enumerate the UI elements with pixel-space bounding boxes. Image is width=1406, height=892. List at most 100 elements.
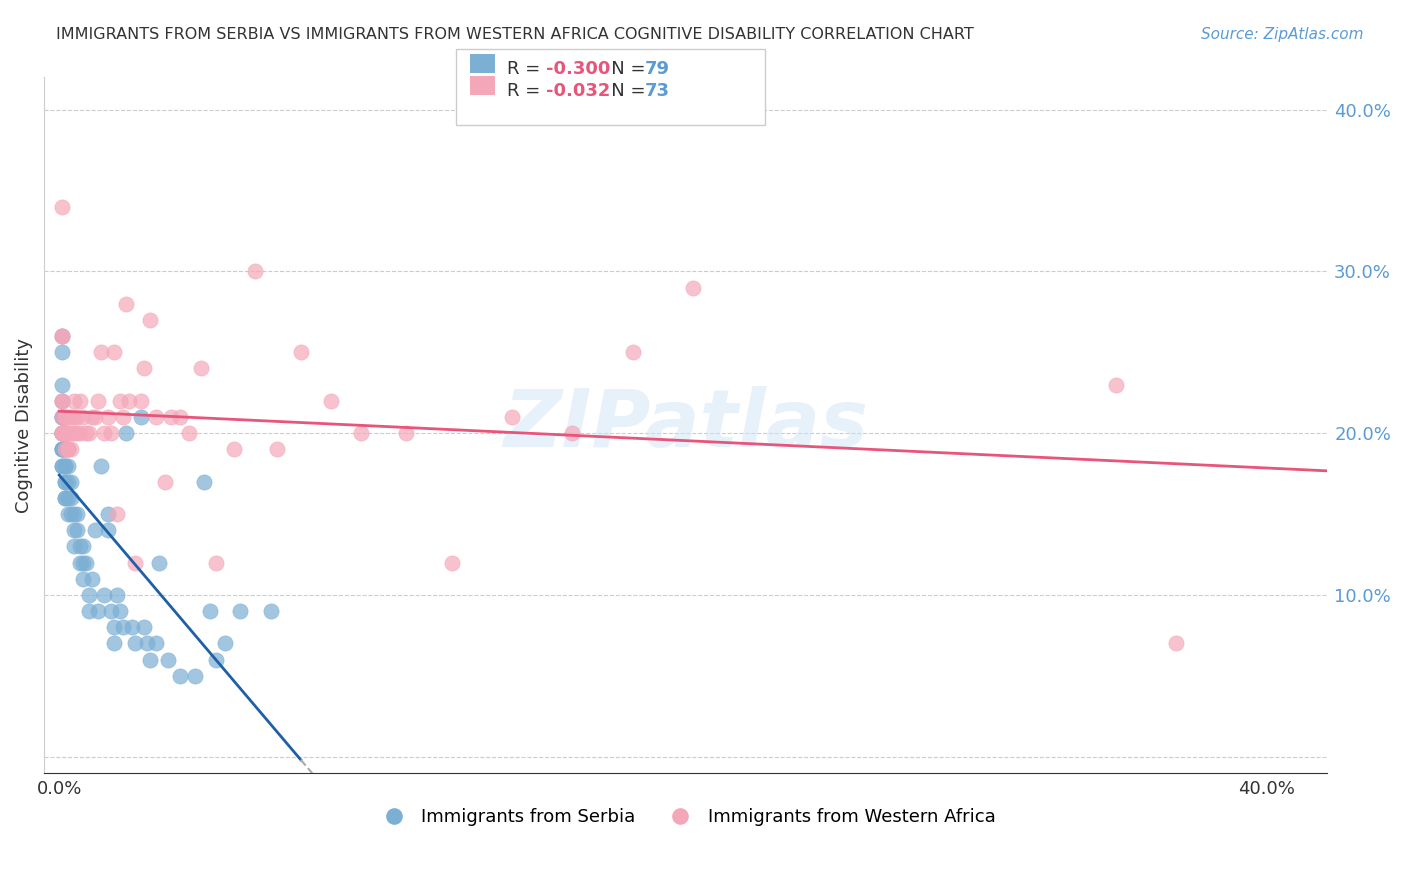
Point	[145, 636, 167, 650]
Point	[53, 409, 76, 424]
Point	[87, 393, 110, 408]
Point	[193, 475, 215, 489]
Point	[93, 426, 115, 441]
Point	[51, 426, 73, 441]
Point	[82, 572, 104, 586]
Point	[66, 523, 89, 537]
Point	[58, 426, 80, 441]
Point	[51, 393, 73, 408]
Point	[60, 507, 83, 521]
Point	[266, 442, 288, 457]
Point	[51, 345, 73, 359]
Point	[117, 393, 139, 408]
Point	[51, 442, 73, 457]
Point	[66, 426, 89, 441]
Point	[53, 442, 76, 457]
Point	[60, 442, 83, 457]
Point	[58, 426, 80, 441]
Point	[139, 652, 162, 666]
Point	[75, 426, 97, 441]
Point	[53, 409, 76, 424]
Point	[82, 409, 104, 424]
Point	[53, 491, 76, 505]
Point	[53, 426, 76, 441]
Text: IMMIGRANTS FROM SERBIA VS IMMIGRANTS FROM WESTERN AFRICA COGNITIVE DISABILITY CO: IMMIGRANTS FROM SERBIA VS IMMIGRANTS FRO…	[56, 27, 974, 42]
Point	[51, 409, 73, 424]
Point	[121, 620, 143, 634]
Point	[53, 426, 76, 441]
Point	[100, 604, 122, 618]
Point	[259, 604, 281, 618]
Point	[72, 540, 94, 554]
Text: 73: 73	[644, 82, 669, 100]
Point	[58, 442, 80, 457]
Point	[69, 540, 91, 554]
Point	[51, 426, 73, 441]
Point	[51, 426, 73, 441]
Point	[53, 442, 76, 457]
Point	[129, 393, 152, 408]
Point	[177, 426, 200, 441]
Point	[69, 426, 91, 441]
Point	[114, 426, 136, 441]
Text: R =: R =	[506, 60, 546, 78]
Point	[53, 426, 76, 441]
Point	[60, 475, 83, 489]
Point	[105, 507, 128, 521]
Point	[245, 264, 267, 278]
Point	[135, 636, 157, 650]
Point	[63, 507, 86, 521]
Point	[96, 523, 118, 537]
Point	[114, 297, 136, 311]
Point	[69, 393, 91, 408]
Point	[51, 442, 73, 457]
Point	[169, 669, 191, 683]
Point	[51, 458, 73, 473]
Point	[103, 620, 125, 634]
Point	[51, 393, 73, 408]
Point	[58, 491, 80, 505]
Point	[66, 409, 89, 424]
Point	[72, 409, 94, 424]
Point	[87, 604, 110, 618]
Text: 79: 79	[644, 60, 669, 78]
Point	[103, 345, 125, 359]
Point	[58, 458, 80, 473]
Point	[60, 426, 83, 441]
Point	[53, 458, 76, 473]
Point	[51, 409, 73, 424]
Point	[169, 409, 191, 424]
Point	[190, 361, 212, 376]
Text: ZIPatlas: ZIPatlas	[503, 386, 868, 464]
Point	[224, 442, 246, 457]
Text: R =: R =	[506, 82, 546, 100]
Point	[132, 620, 155, 634]
Point	[96, 507, 118, 521]
Point	[51, 426, 73, 441]
Point	[124, 636, 146, 650]
Point	[53, 426, 76, 441]
Point	[53, 491, 76, 505]
Point	[160, 409, 183, 424]
Point	[124, 556, 146, 570]
Point	[51, 426, 73, 441]
Point	[184, 669, 207, 683]
Point	[51, 200, 73, 214]
Point	[1166, 636, 1188, 650]
Point	[100, 426, 122, 441]
Text: N =: N =	[593, 60, 651, 78]
Point	[53, 475, 76, 489]
Text: -0.032: -0.032	[546, 82, 610, 100]
Point	[129, 409, 152, 424]
Point	[51, 393, 73, 408]
Point	[108, 604, 131, 618]
Point	[53, 426, 76, 441]
Point	[66, 507, 89, 521]
Point	[90, 458, 112, 473]
Point	[214, 636, 236, 650]
Point	[63, 409, 86, 424]
Point	[103, 636, 125, 650]
Point	[51, 409, 73, 424]
Point	[58, 475, 80, 489]
Point	[51, 426, 73, 441]
